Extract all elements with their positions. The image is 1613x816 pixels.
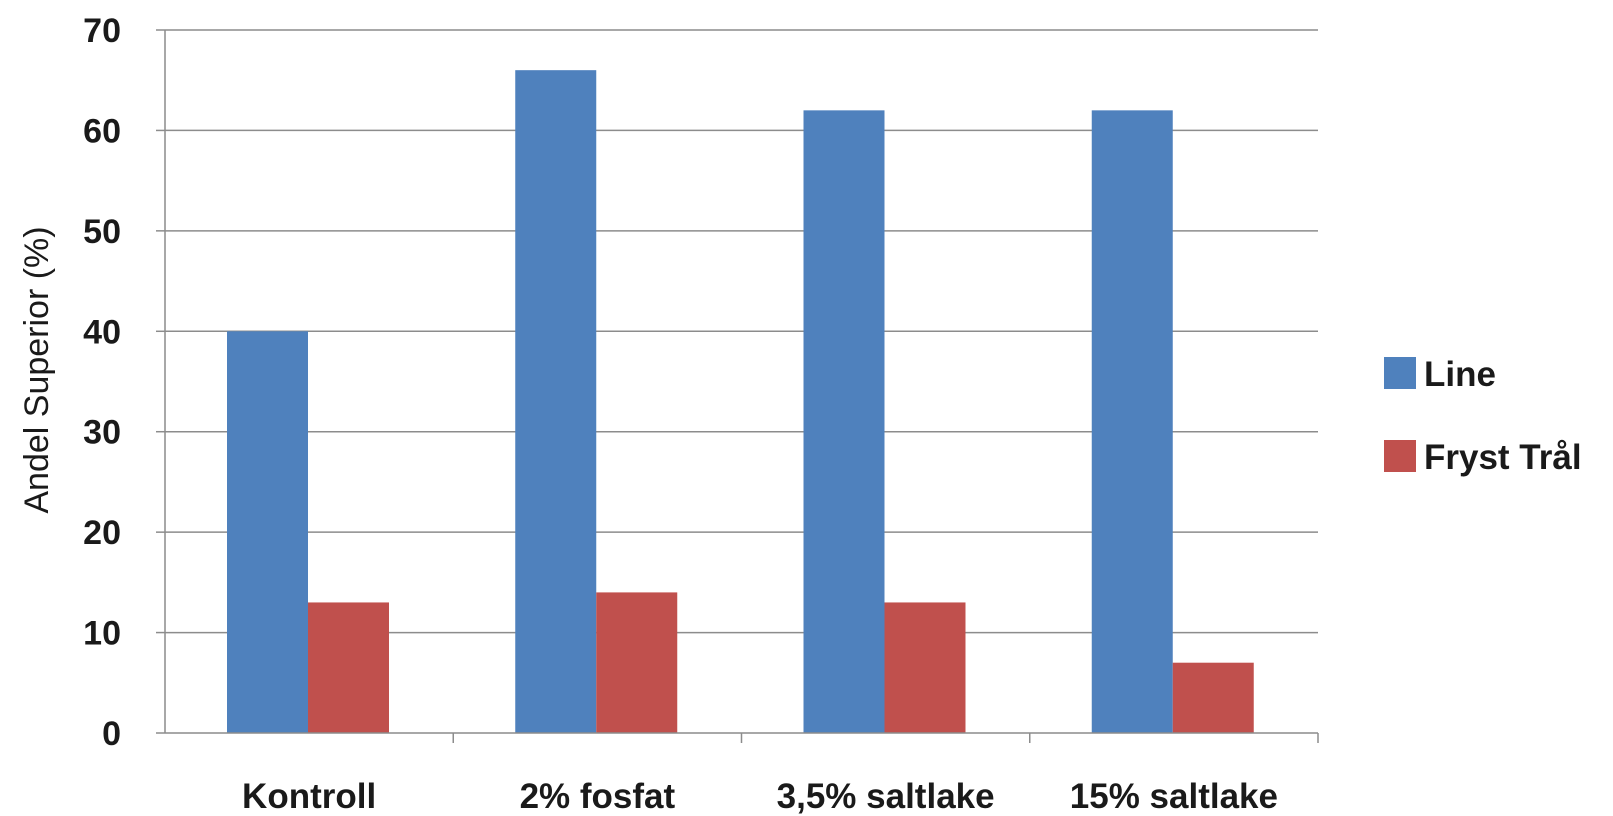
y-tick-label: 70 (83, 12, 121, 50)
x-category-label: 3,5% saltlake (777, 777, 995, 816)
axes (164, 30, 1319, 743)
bar-line (515, 70, 597, 733)
legend-label: Fryst Trål (1424, 438, 1582, 477)
x-category-labels: Kontroll 2% fosfat 3,5% saltlake 15% saltla… (242, 777, 1278, 816)
legend-label: Line (1424, 355, 1496, 394)
bars (227, 70, 1254, 734)
y-tick-label: 20 (83, 514, 121, 552)
y-tick-label: 50 (83, 213, 121, 251)
bar-line (1091, 110, 1173, 734)
y-axis-title: Andel Superior (%) (18, 226, 56, 513)
y-tick-labels: 0 10 20 30 40 50 60 70 (83, 12, 121, 753)
y-tick-label: 60 (83, 112, 121, 150)
bar-fryst-tral (308, 602, 389, 733)
y-tick-label: 0 (102, 715, 121, 753)
bar-line (227, 331, 308, 733)
x-category-label: 2% fosfat (520, 777, 676, 816)
bar-line (803, 110, 885, 734)
y-tick-label: 30 (83, 414, 121, 452)
legend-swatch (1384, 357, 1416, 389)
bar-fryst-tral (1172, 662, 1254, 733)
bar-fryst-tral (596, 592, 678, 733)
y-tick-label: 10 (83, 615, 121, 653)
legend: Line Fryst Trål (1384, 355, 1582, 477)
y-tick-label: 40 (83, 313, 121, 351)
legend-swatch (1384, 440, 1416, 472)
x-category-label: Kontroll (242, 777, 376, 816)
bar-fryst-tral (884, 602, 966, 733)
x-category-label: 15% saltlake (1070, 777, 1278, 816)
